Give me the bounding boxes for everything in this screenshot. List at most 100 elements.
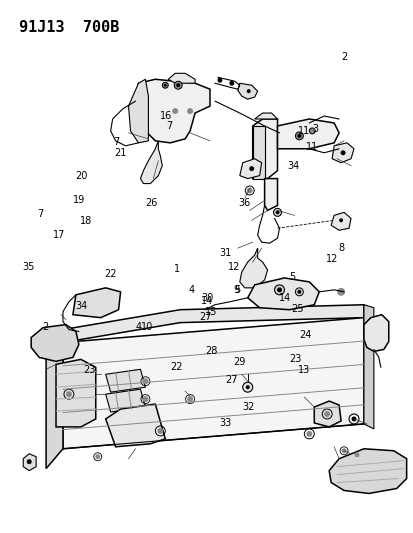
Circle shape <box>341 448 346 453</box>
Polygon shape <box>105 404 165 447</box>
Text: 8: 8 <box>338 243 344 253</box>
Text: 17: 17 <box>52 230 65 240</box>
Text: 5: 5 <box>289 272 295 282</box>
Text: 9: 9 <box>233 285 239 295</box>
Text: 27: 27 <box>225 375 237 385</box>
Text: 14: 14 <box>278 293 290 303</box>
Circle shape <box>27 459 32 464</box>
Polygon shape <box>252 119 277 179</box>
Circle shape <box>246 89 250 93</box>
Polygon shape <box>239 159 261 179</box>
Text: 31: 31 <box>219 248 231 259</box>
Circle shape <box>176 83 180 87</box>
Circle shape <box>351 416 356 422</box>
Circle shape <box>187 396 192 402</box>
Text: 23: 23 <box>83 365 96 375</box>
Circle shape <box>323 411 330 417</box>
Text: 1: 1 <box>174 264 180 274</box>
Circle shape <box>164 84 166 87</box>
Text: 3: 3 <box>311 124 317 134</box>
Polygon shape <box>105 389 145 412</box>
Circle shape <box>297 134 301 138</box>
Text: 27: 27 <box>198 312 211 322</box>
Polygon shape <box>277 119 338 149</box>
Text: 22: 22 <box>104 270 116 279</box>
Polygon shape <box>140 141 162 183</box>
Polygon shape <box>363 305 373 429</box>
Circle shape <box>142 396 148 402</box>
Text: 24: 24 <box>299 330 311 341</box>
Circle shape <box>273 208 281 216</box>
Text: 7: 7 <box>37 208 43 219</box>
Circle shape <box>174 81 182 89</box>
Text: 32: 32 <box>241 402 254 412</box>
Circle shape <box>95 454 100 459</box>
Circle shape <box>306 431 311 437</box>
Polygon shape <box>264 179 277 211</box>
Text: 16: 16 <box>159 111 171 120</box>
Text: 26: 26 <box>145 198 157 208</box>
Circle shape <box>172 108 178 114</box>
Text: 5: 5 <box>233 285 240 295</box>
Circle shape <box>354 452 358 457</box>
Text: 11: 11 <box>305 142 317 152</box>
Circle shape <box>295 288 303 296</box>
Polygon shape <box>168 74 195 83</box>
Polygon shape <box>239 248 267 288</box>
Polygon shape <box>328 449 406 494</box>
Text: 7: 7 <box>166 121 172 131</box>
Text: 12: 12 <box>325 254 338 263</box>
Circle shape <box>258 292 264 298</box>
Circle shape <box>66 391 72 397</box>
Circle shape <box>294 292 300 298</box>
Polygon shape <box>73 288 120 318</box>
Text: 21: 21 <box>114 148 126 158</box>
Polygon shape <box>56 359 95 427</box>
Text: 7: 7 <box>113 137 119 147</box>
Text: 23: 23 <box>289 354 301 364</box>
Polygon shape <box>313 401 340 427</box>
Text: 2: 2 <box>341 52 347 62</box>
Text: 30: 30 <box>200 293 213 303</box>
Polygon shape <box>330 212 350 230</box>
Text: 20: 20 <box>75 172 88 182</box>
Polygon shape <box>105 369 145 392</box>
Circle shape <box>229 81 234 86</box>
Text: 25: 25 <box>291 304 303 314</box>
Text: 14: 14 <box>200 296 213 306</box>
Circle shape <box>242 382 252 392</box>
Circle shape <box>338 219 342 222</box>
Circle shape <box>309 128 315 134</box>
Text: 28: 28 <box>204 346 217 356</box>
Text: 4: 4 <box>188 285 194 295</box>
Polygon shape <box>46 329 63 469</box>
Text: 22: 22 <box>169 362 182 372</box>
Text: 15: 15 <box>204 306 217 317</box>
Circle shape <box>217 78 222 83</box>
Polygon shape <box>135 79 209 143</box>
Text: 4: 4 <box>135 322 141 333</box>
Polygon shape <box>252 126 264 179</box>
Polygon shape <box>247 278 318 310</box>
Text: 91J13  700B: 91J13 700B <box>19 20 119 35</box>
Circle shape <box>162 82 168 88</box>
Circle shape <box>157 428 163 434</box>
Text: 29: 29 <box>233 357 245 367</box>
Polygon shape <box>363 314 388 351</box>
Polygon shape <box>63 305 363 343</box>
Polygon shape <box>63 318 363 449</box>
Polygon shape <box>128 79 148 143</box>
Circle shape <box>340 150 345 155</box>
Circle shape <box>274 285 284 295</box>
Circle shape <box>246 188 252 193</box>
Circle shape <box>276 287 281 292</box>
Polygon shape <box>254 113 277 119</box>
Text: 11: 11 <box>297 126 309 136</box>
Text: 34: 34 <box>287 161 299 171</box>
Text: 12: 12 <box>227 262 240 271</box>
Circle shape <box>187 108 192 114</box>
Polygon shape <box>237 83 257 99</box>
Circle shape <box>142 378 148 384</box>
Circle shape <box>336 288 344 296</box>
Polygon shape <box>331 143 353 163</box>
